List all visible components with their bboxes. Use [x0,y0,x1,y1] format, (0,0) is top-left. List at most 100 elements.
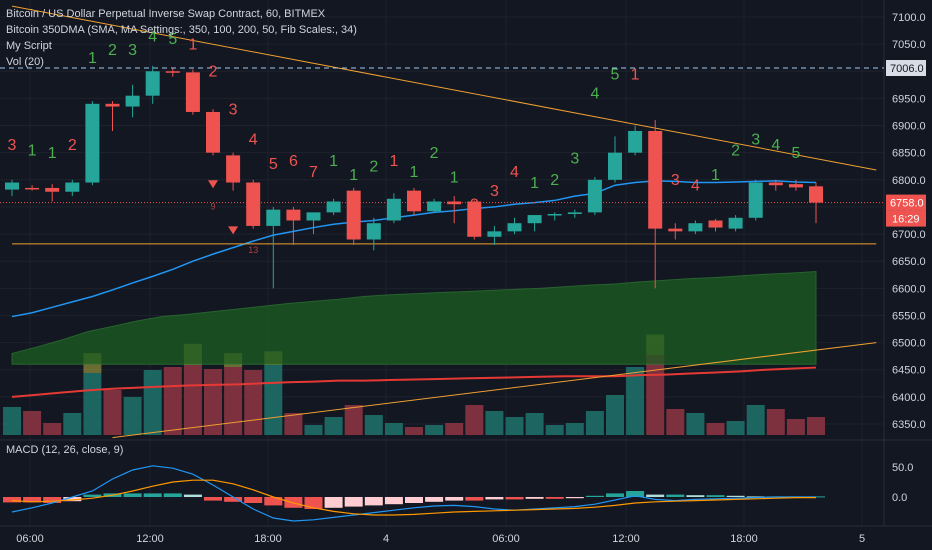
td-count-label: 4 [771,137,780,154]
volume-bar [766,409,785,435]
macd-histogram-bar [525,497,544,499]
volume-bar [626,367,645,435]
td-small-label: 9 [210,202,215,212]
macd-line [11,465,816,522]
price-axis-tick: 6550.0 [892,310,926,322]
volume-bar [163,367,182,435]
current-price-text: 6758.0 [890,198,924,210]
volume-bar [183,365,202,435]
price-axis-tick: 6900.0 [892,121,926,133]
td-count-label: 2 [369,159,378,176]
candle-body [648,130,663,229]
volume-bar [525,413,544,435]
candle-body [547,213,562,216]
level-price-badge [886,60,926,77]
volume-bar [425,425,444,435]
candle-body [145,71,160,96]
candle-body [587,179,602,213]
td-count-label: 1 [329,153,338,170]
time-axis-tick: 5 [859,533,865,545]
trend-line [112,342,877,439]
candle-body [487,231,502,237]
trend-line [11,5,877,171]
volume-bar [43,423,62,435]
candle-body [507,223,522,232]
macd-histogram-bar [43,497,62,503]
td-count-label: 2 [550,172,559,189]
td-count-label: 1 [711,167,720,184]
td-count-label: 4 [148,28,157,45]
time-axis-tick: 06:00 [16,533,44,545]
volume-bar [384,423,403,435]
candle-body [206,111,220,153]
candle-body [286,209,301,221]
price-axis-tick: 6650.0 [892,256,926,268]
td-count-label: 5 [269,156,278,173]
symbol-title[interactable]: Bitcoin / US Dollar Perpetual Inverse Sw… [6,8,326,20]
countdown-badge [886,210,926,227]
price-axis-tick: 6450.0 [892,365,926,377]
volume-bar [23,411,42,435]
candle-body [45,187,60,192]
dma-fill-band [11,270,817,365]
script-indicator-label[interactable]: My Script [6,40,52,52]
time-axis-tick: 12:00 [136,533,164,545]
volume-bar [405,427,423,435]
candle-body [809,186,823,203]
td-count-label: 1 [530,175,539,192]
volume-bar [304,425,323,435]
candle-body [266,209,281,226]
volume-bar [505,417,524,435]
price-axis-tick: 6600.0 [892,283,926,295]
candle-body [407,190,421,212]
level-price-text: 7006.0 [890,63,924,75]
td-count-label: 3 [490,183,499,200]
volume-bar [545,425,564,435]
macd-histogram-bar [686,495,705,497]
candle-body [427,201,442,212]
macd-histogram-bar [163,493,182,497]
td-count-label: 2 [651,175,660,192]
candle-body [246,182,261,226]
candle-body [386,198,401,221]
td-count-label: 2 [68,137,77,154]
macd-histogram-bar [545,497,564,499]
price-axis-tick: 7050.0 [892,39,926,51]
sell-triangle-icon [208,180,218,189]
candle-body [5,182,19,190]
price-axis-tick: 6800.0 [892,175,926,187]
macd-histogram-bar [384,497,403,505]
td-count-label: 3 [8,137,17,154]
volume-indicator-label[interactable]: Vol (20) [6,56,44,68]
macd-histogram-bar [204,497,222,501]
volume-bar [646,355,665,435]
macd-axis-tick: 0.0 [892,492,907,504]
macd-histogram-bar [445,497,464,501]
td-count-label: 1 [188,37,197,54]
td-count-label: 4 [590,85,599,102]
time-axis-tick: 18:00 [254,533,282,545]
dma-indicator-label[interactable]: Bitcoin 350DMA (SMA, MA Settings:, 350, … [6,24,357,36]
macd-histogram-bar [746,496,765,498]
macd-legend[interactable]: MACD (12, 26, close, 9) [6,444,124,456]
macd-histogram-bar [264,497,283,506]
macd-histogram-bar [485,497,504,500]
volume-bar [666,409,685,435]
volume-bar [364,415,383,435]
td-count-label: 1 [389,153,398,170]
td-count-label: 2 [731,142,740,159]
macd-histogram-bar [706,495,725,497]
macd-histogram-bar [224,497,243,502]
current-price-badge [886,194,926,211]
candle-body [788,184,803,188]
td-count-label: 7 [309,164,318,181]
macd-histogram-bar [606,493,624,497]
td-count-label: 2 [209,64,218,81]
volume-bar [786,419,805,435]
td-count-label: 5 [168,31,177,48]
sell-triangle-icon [228,226,239,235]
volume-bar [123,397,142,435]
price-axis-tick: 7100.0 [892,12,926,24]
candle-body [688,223,703,232]
